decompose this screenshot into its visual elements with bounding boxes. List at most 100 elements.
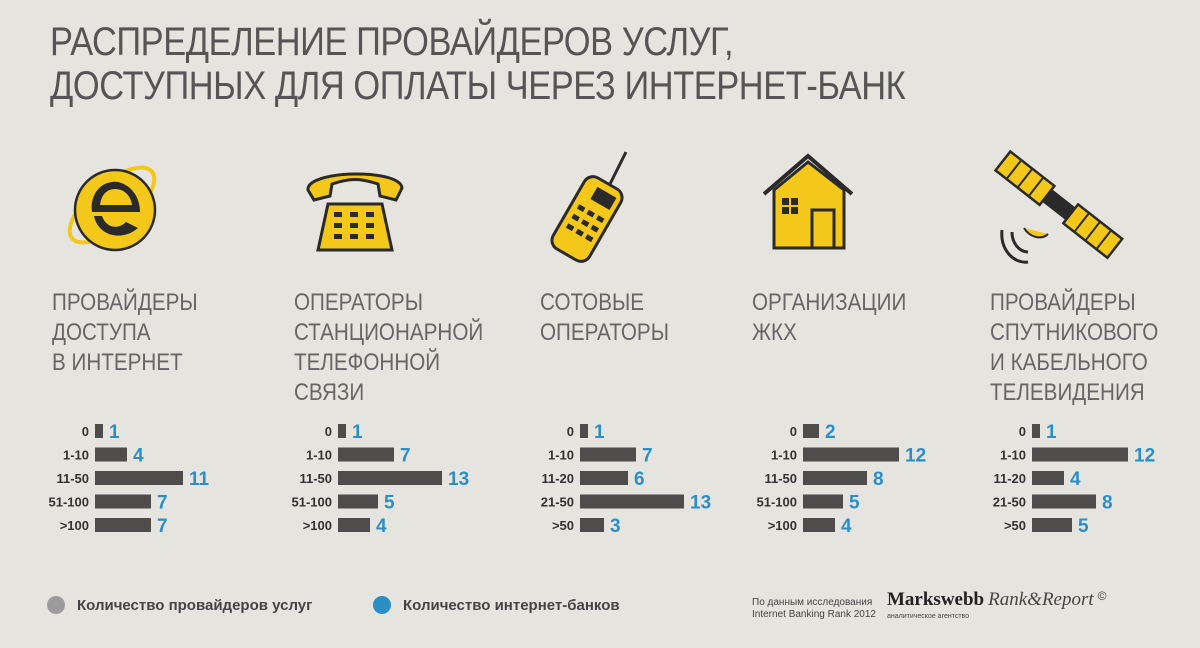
legend-providers-label: Количество провайдеров услуг — [77, 596, 313, 614]
chart-category-label: 1-10 — [771, 448, 797, 463]
chart-bar — [338, 518, 370, 532]
house-icon — [762, 153, 854, 250]
chart-bar — [338, 447, 394, 462]
category-label-line: СТАНЦИОНАРНОЙ — [294, 319, 484, 346]
chart-category-label: 51-100 — [292, 495, 332, 510]
chart-value-label: 5 — [849, 493, 860, 514]
source-line-2: Internet Banking Rank 2012 — [752, 609, 876, 620]
chart-value-label: 11 — [189, 469, 210, 490]
chart-value-label: 1 — [109, 422, 120, 443]
chart-category-label: 1-10 — [548, 448, 574, 463]
chart-category-label: >50 — [1004, 518, 1026, 533]
chart-bar — [95, 494, 151, 509]
source-line-1: По данным исследования — [752, 597, 873, 608]
chart-bar — [803, 518, 835, 532]
brand-copyright: © — [1097, 589, 1107, 603]
category-label-line: ТЕЛЕВИДЕНИЯ — [990, 379, 1145, 406]
chart-bar — [95, 424, 103, 438]
chart-category-label: 1-10 — [306, 448, 332, 463]
chart-value-label: 4 — [1070, 469, 1081, 490]
category-label-line: ОПЕРАТОРЫ — [540, 319, 669, 346]
chart-bar — [580, 447, 636, 462]
chart-category-label: >100 — [60, 518, 89, 533]
legend-banks-label: Количество интернет-банков — [403, 596, 620, 614]
chart-value-label: 5 — [1078, 516, 1089, 537]
brand-logo: Markswebb Rank&Report © — [887, 589, 1107, 611]
mobile-phone-icon — [550, 151, 628, 263]
chart-category-label: 0 — [1019, 424, 1026, 439]
source-note: По данным исследования Internet Banking … — [752, 597, 876, 621]
category-label-line: ПРОВАЙДЕРЫ — [990, 289, 1136, 316]
chart-bar — [95, 518, 151, 532]
category-label-line: СОТОВЫЕ — [540, 289, 645, 316]
chart-category-label: 11-20 — [993, 471, 1026, 486]
chart-bar — [580, 471, 628, 485]
category-label-line: И КАБЕЛЬНОГО — [990, 349, 1148, 376]
chart-bar — [95, 471, 183, 485]
chart-category-label: 1-10 — [1000, 448, 1026, 463]
chart-category-label: 11-50 — [56, 471, 89, 486]
category-label-utilities: ОРГАНИЗАЦИИ ЖКХ — [752, 288, 906, 348]
chart-bar — [95, 447, 127, 462]
chart-category-label: 0 — [325, 424, 332, 439]
legend-providers: Количество провайдеров услуг — [47, 596, 312, 614]
title-line-1: РАСПРЕДЕЛЕНИЕ ПРОВАЙДЕРОВ УСЛУГ, — [50, 20, 734, 64]
chart-value-label: 7 — [157, 493, 168, 514]
telephone-icon — [306, 172, 404, 252]
chart-category-label: >100 — [768, 518, 797, 533]
chart-bar — [803, 447, 899, 462]
chart-value-label: 7 — [642, 446, 653, 467]
chart-category-label: >100 — [303, 518, 332, 533]
category-label-landline: ОПЕРАТОРЫ СТАНЦИОНАРНОЙ ТЕЛЕФОННОЙ СВЯЗИ — [294, 288, 483, 408]
chart-bar — [803, 424, 819, 438]
category-label-line: ПРОВАЙДЕРЫ — [52, 289, 198, 316]
legend-blue-dot — [373, 596, 391, 614]
brand-name: Markswebb — [887, 589, 985, 610]
chart-bar — [1032, 494, 1096, 509]
internet-explorer-icon — [67, 165, 157, 252]
category-label-line: В ИНТЕРНЕТ — [52, 349, 183, 376]
chart-bar — [803, 494, 843, 509]
chart-value-label: 5 — [384, 493, 395, 514]
category-label-line: СВЯЗИ — [294, 379, 365, 406]
legend-grey-dot — [47, 596, 65, 614]
brand-product: Rank&Report — [988, 589, 1094, 610]
chart-value-label: 13 — [690, 493, 711, 514]
chart-bar — [338, 424, 346, 438]
chart-value-label: 1 — [1046, 422, 1057, 443]
category-label-internet: ПРОВАЙДЕРЫ ДОСТУПА В ИНТЕРНЕТ — [52, 288, 198, 378]
chart-bar — [1032, 424, 1040, 438]
chart-category-label: 0 — [567, 424, 574, 439]
chart-value-label: 4 — [841, 516, 852, 537]
chart-category-label: 51-100 — [757, 495, 797, 510]
chart-bar — [338, 494, 378, 509]
chart-value-label: 8 — [873, 469, 884, 490]
chart-bar — [803, 471, 867, 485]
chart-bar — [1032, 447, 1128, 462]
category-label-mobile: СОТОВЫЕ ОПЕРАТОРЫ — [540, 288, 669, 348]
chart-category-label: 11-50 — [764, 471, 797, 486]
chart-value-label: 12 — [1134, 446, 1155, 467]
chart-value-label: 7 — [400, 446, 411, 467]
chart-value-label: 1 — [352, 422, 363, 443]
category-label-line: ОРГАНИЗАЦИИ — [752, 289, 907, 316]
chart-bar — [580, 424, 588, 438]
chart-value-label: 6 — [634, 469, 645, 490]
page-title: РАСПРЕДЕЛЕНИЕ ПРОВАЙДЕРОВ УСЛУГ, ДОСТУПН… — [50, 20, 996, 108]
category-label-line: ДОСТУПА — [52, 319, 151, 346]
chart-category-label: 1-10 — [63, 448, 89, 463]
satellite-icon — [993, 149, 1124, 264]
chart-value-label: 8 — [1102, 493, 1113, 514]
chart-value-label: 12 — [905, 446, 926, 467]
chart-category-label: 21-50 — [993, 495, 1026, 510]
category-label-line: ТЕЛЕФОННОЙ — [294, 349, 441, 376]
chart-value-label: 2 — [825, 422, 836, 443]
chart-bar — [1032, 518, 1072, 532]
chart-value-label: 7 — [157, 516, 168, 537]
category-label-line: ЖКХ — [752, 319, 797, 346]
chart-value-label: 4 — [376, 516, 387, 537]
chart-category-label: 11-20 — [541, 471, 574, 486]
chart-category-label: 0 — [82, 424, 89, 439]
brand-subtitle: аналитическое агентство — [887, 613, 970, 620]
category-label-line: СПУТНИКОВОГО — [990, 319, 1159, 346]
